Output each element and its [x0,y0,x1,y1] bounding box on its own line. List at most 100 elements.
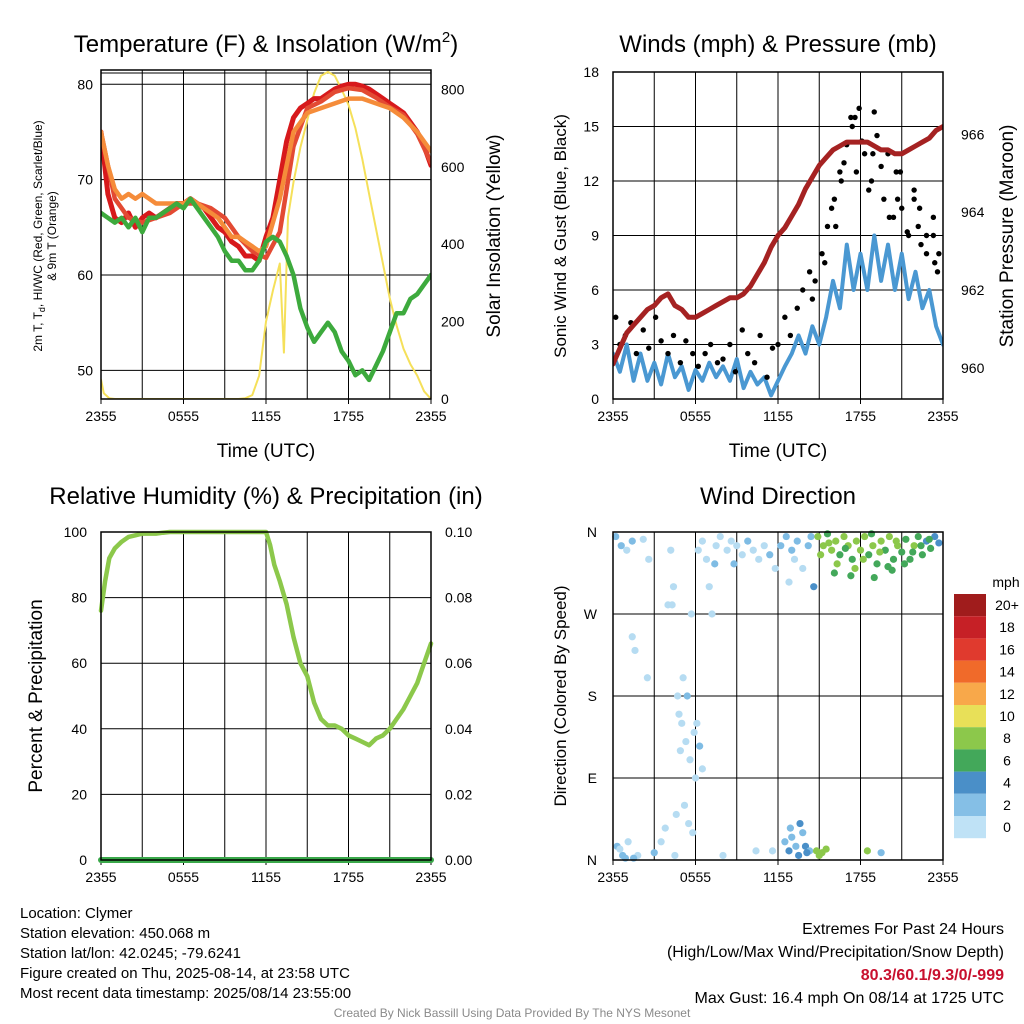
gust-point [794,305,800,311]
direction-point [686,756,694,764]
direction-point [830,569,838,577]
direction-point [687,610,695,618]
gust-point [870,151,876,157]
direction-point [801,842,810,850]
direction-point [617,542,625,550]
direction-point [716,532,724,541]
x-tick-label: 2355 [415,869,446,885]
series-line [101,96,431,254]
direction-point [676,747,684,755]
gust-point [683,338,689,344]
direction-point [752,847,760,855]
gust-point [886,214,893,221]
direction-point [661,824,669,832]
humidity-line [98,529,434,748]
direction-point [832,537,840,545]
direction-point [671,851,679,860]
direction-point [669,583,678,591]
colorbar-swatch [954,749,986,772]
direction-point [909,548,917,556]
gust-point [936,250,942,257]
colorbar-label: 6 [1003,752,1011,768]
gust-point [837,169,843,175]
y-axis-label-left: Percent & Precipitation [26,599,47,792]
gust-point [739,327,745,333]
direction-point [847,572,855,580]
direction-point [678,719,686,727]
colorbar-label: 16 [999,641,1015,657]
direction-point [679,674,687,682]
chart-title: Temperature (F) & Insolation (W/m2) [74,29,458,58]
gust-point [702,350,708,357]
direction-point [917,542,925,550]
gust-point [930,214,937,221]
direction-point [723,546,731,554]
direction-point [777,542,785,550]
x-tick-label: 1755 [333,869,364,885]
direction-point [755,555,763,563]
direction-point [859,555,867,563]
ylabel-part: 2m T, T [31,311,45,351]
location-text: Location: Clymer [20,905,133,922]
gust-point [853,169,860,175]
colorbar-swatch [954,616,986,639]
colorbar-swatch [954,660,986,683]
title-superscript: 2 [442,29,450,46]
gust-point [911,187,917,193]
direction-point [702,555,711,563]
gust-point [923,232,930,239]
chart-title: Relative Humidity (%) & Precipitation (i… [49,483,482,510]
direction-point [719,851,727,860]
y-tick-label-left: N [587,524,597,540]
direction-point [833,560,841,568]
colorbar-swatch [954,771,986,794]
direction-point [902,535,910,543]
ylabel-subscript: d [37,307,47,312]
y-tick-label-left: 15 [583,119,599,135]
y-tick-label-right: 964 [961,204,985,220]
colorbar-swatch [954,638,986,661]
y-tick-label-left: 100 [64,524,88,540]
gust-point [893,169,899,175]
direction-point [690,728,698,737]
direction-point [810,583,818,591]
gust-point [916,205,923,211]
direction-point [803,849,811,857]
gust-point [831,196,838,202]
direction-point [914,532,922,541]
colorbar-swatch [954,793,986,816]
gust-point [890,214,897,221]
gust-point [819,250,825,257]
gust-point [899,205,905,211]
y-tick-label-left: 60 [77,267,93,283]
plot-border [100,531,432,861]
y-tick-label-left: 50 [77,362,93,378]
gust-point [757,332,763,339]
direction-point [865,551,873,559]
x-tick-label: 0555 [680,869,711,885]
gust-point [658,338,664,344]
plot-border [612,71,944,400]
gust-point [841,160,847,166]
x-tick-label: 2355 [415,408,446,424]
gust-point [745,350,751,357]
y-axis-label-right: Station Pressure (Maroon) [997,125,1018,348]
gust-point [806,269,813,275]
plot-border [100,69,432,400]
direction-point [836,551,844,559]
x-tick-label: 1755 [845,408,876,424]
gust-point [915,223,921,230]
gust-point [894,196,901,202]
direction-point [877,537,885,545]
y-tick-label-left: 80 [71,590,87,606]
direction-point [667,546,675,554]
gust-point [861,151,868,157]
x-axis-label: Time (UTC) [729,441,828,462]
y-tick-label-left: 12 [583,173,599,189]
direction-point [817,551,825,559]
gust-point [782,314,788,320]
credit-text: Created By Nick Bassill Using Data Provi… [333,1006,691,1020]
direction-point [705,583,713,591]
series-group [101,70,431,399]
